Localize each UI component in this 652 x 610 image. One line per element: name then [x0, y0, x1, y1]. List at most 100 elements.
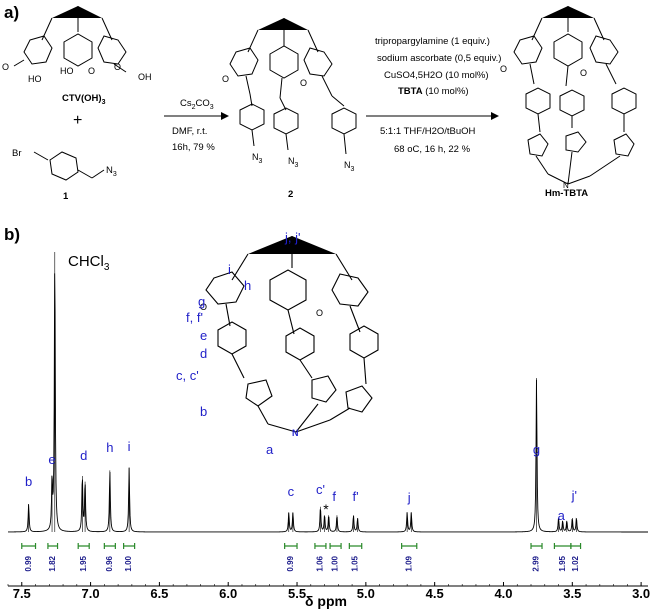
struct-label-h: h: [244, 278, 251, 293]
product-amine-n: N: [563, 181, 569, 190]
x-tick-label: 3.0: [632, 586, 650, 601]
step2-line5: 5:1:1 THF/H2O/tBuOH: [380, 126, 476, 137]
integral-bracket: [314, 543, 327, 549]
product-name: Hm-TBTA: [545, 188, 588, 199]
step1-solvent: DMF, r.t.: [172, 126, 207, 137]
x-tick-label: 6.0: [219, 586, 237, 601]
step2-line3: CuSO4,5H2O (10 mol%): [384, 70, 489, 81]
panel-b-label: b): [4, 225, 20, 244]
reagent-1-number: 1: [63, 191, 69, 202]
reagent-1-structure: [33, 151, 105, 181]
x-tick-label: 4.5: [426, 586, 444, 601]
integral-value: 0.99: [24, 555, 33, 571]
solvent-label: CHCl3: [68, 253, 110, 273]
peak-label: f: [332, 489, 336, 504]
x-axis-ticks: 7.5 7.0 6.5 6.0 5.5 5.0 4.5 4.0 3.5 3.0: [7, 582, 650, 601]
step2-line2: sodium ascorbate (0,5 equiv.): [377, 53, 501, 64]
step2-line1: tripropargylamine (1 equiv.): [375, 36, 490, 47]
integral-bracket: [401, 543, 418, 549]
ctv-methoxy-2: O: [88, 66, 95, 76]
integral-value: 1.05: [351, 555, 360, 571]
spectrum-trace: [8, 273, 648, 533]
ctv-ho-1: HO: [28, 74, 42, 84]
ctv-compound-label: CTV(OH)3: [62, 93, 106, 106]
integral-value: 0.99: [286, 555, 295, 571]
struct-label-d: d: [200, 346, 207, 361]
integral-value: 1.06: [316, 555, 325, 571]
integral-value: 1.09: [404, 555, 413, 571]
peak-label: a: [558, 508, 566, 523]
ctv-oh-structure: [13, 6, 127, 73]
integral-bracket: [348, 543, 363, 549]
struct-label-i: i: [228, 262, 231, 277]
integral-value: 1.00: [124, 555, 133, 571]
x-tick-label: 3.5: [563, 586, 581, 601]
struct-label-j: j, j': [284, 230, 300, 245]
integral-bracket: [103, 543, 116, 549]
x-tick-label: 7.0: [82, 586, 100, 601]
peak-label: f': [352, 489, 358, 504]
ctv-oh-3: OH: [138, 72, 152, 82]
peak-label: i: [128, 439, 131, 454]
ctv-methoxy-1: O: [2, 62, 9, 72]
struct-label-f: f, f': [186, 310, 203, 325]
integral-bracket: [21, 543, 37, 549]
step2-line4: TBTA (10 mol%): [398, 86, 469, 97]
integral-bracket: [123, 543, 136, 549]
step1-reagent: Cs2CO3: [180, 98, 214, 111]
peak-label: *: [323, 501, 329, 517]
peak-label: h: [106, 440, 113, 455]
struct-label-b: b: [200, 404, 207, 419]
hm-tbta-structure: [513, 6, 637, 185]
product-methoxy-1: O: [500, 64, 507, 74]
integral-value: 1.82: [48, 555, 57, 571]
peak-label: c: [288, 484, 295, 499]
panel-b-structure: [205, 236, 379, 433]
compound-2-number: 2: [288, 189, 293, 200]
integral-marks: 0.99 1.82 1.95 0.96 1.00 0.99 1.06 1.00 1.05 1.09…: [21, 543, 582, 572]
x-tick-label: 4.0: [494, 586, 512, 601]
panel-a-label: a): [4, 3, 19, 22]
cmpd2-methoxy-1: O: [222, 74, 229, 84]
product-methoxy-2: O: [580, 68, 587, 78]
integral-bracket: [553, 543, 572, 549]
inset-amine-n: N: [292, 428, 299, 438]
x-tick-label: 5.5: [288, 586, 306, 601]
peak-label: j: [407, 490, 411, 505]
step2-line6: 68 oC, 16 h, 22 %: [394, 144, 471, 155]
peak-label: c': [316, 482, 325, 497]
peak-label: e: [48, 452, 55, 467]
integral-bracket: [284, 543, 298, 549]
reagent-1-azide: N3: [106, 165, 117, 178]
cmpd2-azide-1: N3: [252, 152, 263, 165]
integral-value: 2.99: [532, 555, 541, 571]
plus-sign: +: [73, 112, 82, 129]
nmr-spectrum: [8, 252, 648, 533]
struct-label-e: e: [200, 328, 207, 343]
x-axis-title: δ ppm: [305, 593, 347, 609]
step1-time-yield: 16h, 79 %: [172, 142, 215, 153]
integral-value: 1.95: [79, 555, 88, 571]
integral-bracket: [329, 543, 342, 549]
peak-label: j': [571, 488, 577, 503]
integral-value: 1.95: [558, 555, 567, 571]
integral-bracket: [570, 543, 582, 549]
compound-2-structure: [229, 18, 357, 155]
x-tick-label: 7.5: [13, 586, 31, 601]
peak-label: d: [80, 448, 87, 463]
inset-methoxy-2: O: [316, 308, 323, 318]
cmpd2-methoxy-2: O: [300, 78, 307, 88]
ctv-ho-2: HO: [60, 66, 74, 76]
struct-label-c: c, c': [176, 368, 199, 383]
integral-value: 1.02: [571, 555, 580, 571]
cmpd2-azide-2: N3: [288, 156, 299, 169]
integral-bracket: [530, 543, 543, 549]
ctv-methoxy-3: O: [114, 62, 121, 72]
x-tick-label: 6.5: [150, 586, 168, 601]
inset-methoxy-1: O: [200, 302, 207, 312]
peak-label: b: [25, 474, 32, 489]
cmpd2-azide-3: N3: [344, 160, 355, 173]
integral-value: 0.96: [105, 555, 114, 571]
integral-bracket: [47, 543, 59, 549]
